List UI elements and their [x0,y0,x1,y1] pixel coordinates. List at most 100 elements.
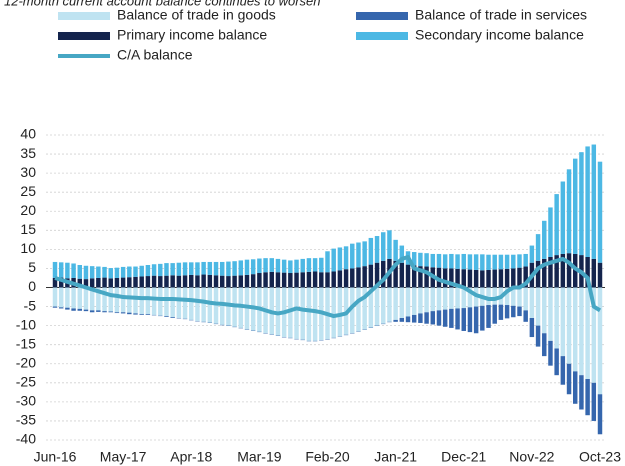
bar [473,306,479,334]
bar [232,261,237,276]
bar [399,287,405,318]
y-tick-label: -10 [16,316,36,332]
bar [504,287,510,306]
bar [120,287,126,313]
bar [102,311,107,313]
bar [170,287,175,318]
bar [504,268,510,288]
bar [89,310,95,313]
bar [120,312,126,314]
bar [517,287,522,307]
bar [195,262,200,276]
bar [312,258,318,272]
bar [442,268,448,288]
y-tick-label: 0 [28,278,36,294]
bar [480,254,485,271]
x-tick-label: Nov-22 [509,449,554,465]
bar [597,262,603,288]
bar [250,274,256,288]
y-tick-label: -25 [16,374,36,390]
bar [58,262,64,278]
bar [424,287,429,313]
bar [195,287,200,322]
bar [511,268,516,288]
bar [312,271,318,288]
bar [226,261,231,277]
bar [325,251,330,273]
bar [455,287,460,309]
bar [139,287,144,315]
bar [405,264,411,288]
bar [108,268,113,279]
bar [96,287,101,311]
bar [579,287,584,376]
bar [213,275,219,288]
bar [226,276,231,288]
bar [523,287,528,311]
bar [498,269,504,288]
bar [381,287,386,324]
bar [368,264,374,288]
y-tick-label: 35 [20,145,36,161]
x-tick-label: May-17 [100,449,147,465]
bar [449,287,454,309]
bar [145,265,151,277]
bar [498,304,504,320]
bar [294,259,299,273]
bar [374,287,380,326]
x-tick-label: Mar-19 [237,449,282,465]
bar [257,258,262,274]
bar [381,260,386,288]
bar [554,287,559,349]
legend-swatch [58,32,110,40]
bar [430,253,436,268]
bar [281,259,287,273]
bar [176,275,182,288]
bar [523,253,528,267]
bar [560,253,566,288]
bar [337,247,343,271]
bar [455,254,460,269]
bar [411,252,417,266]
bar [585,257,590,288]
bar [312,287,318,341]
bar [58,287,64,308]
bar [120,266,126,278]
bar [591,258,597,288]
bar [337,270,343,288]
bar [288,260,293,274]
bar [71,287,76,309]
chart-title: 12-month current account balance continu… [4,0,321,8]
bar [325,272,330,288]
bar [529,318,535,338]
bar [263,272,268,288]
bar [548,257,553,288]
bar [523,310,528,322]
bar [480,270,485,288]
bar [436,253,442,268]
bar [114,277,120,288]
y-tick-label: 15 [20,221,36,237]
bar [269,258,274,272]
legend-swatch [356,32,408,40]
bar [356,287,361,332]
bar [195,275,200,288]
bar [288,273,293,288]
bar [158,276,163,288]
bar [405,287,411,317]
bar [65,262,70,279]
bar [145,276,151,288]
bar [275,272,281,288]
y-tick-label: -40 [16,431,36,447]
bar [164,275,169,288]
bar [523,266,528,288]
bar [164,316,169,317]
bar [399,245,405,263]
bar [399,318,405,322]
bar [263,258,268,273]
bar [498,254,504,270]
y-tick-label: -15 [16,335,36,351]
y-tick-label: 20 [20,202,36,218]
bar [461,287,466,309]
